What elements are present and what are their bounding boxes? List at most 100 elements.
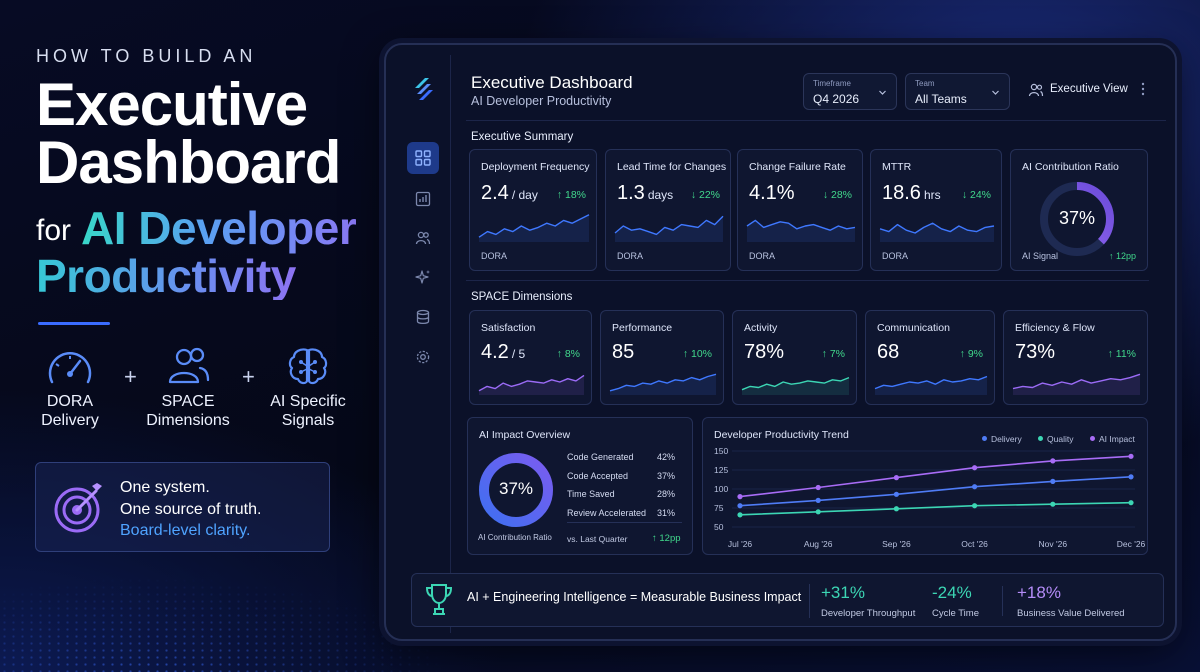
kpi-delta: ↑ 18%: [556, 189, 586, 201]
pillar-space-line1: SPACE: [161, 393, 215, 410]
space-card[interactable]: Activity 78% ↑ 7%: [732, 310, 857, 405]
kpi-sparkline: [879, 222, 995, 242]
card-line2: One source of truth.: [120, 501, 262, 518]
kpi-card[interactable]: Deployment Frequency 2.4/ day ↑ 18% DORA: [469, 149, 597, 271]
banner-divider: [1002, 586, 1003, 616]
y-tick-label: 125: [714, 465, 728, 475]
sidebar-item-ai[interactable]: [407, 261, 439, 293]
card-line3: Board-level clarity.: [120, 522, 251, 539]
ai-impact-rows: Code Generated 42% Code Accepted 37% Time Sa…: [567, 452, 682, 532]
ai-impact-divider: [567, 522, 682, 523]
x-tick-label: Nov '26: [1039, 539, 1068, 549]
productivity-trend-card[interactable]: Developer Productivity Trend: [702, 417, 1148, 555]
timeframe-select[interactable]: Timeframe Q4 2026: [803, 73, 897, 110]
timeframe-label: Timeframe: [813, 79, 851, 88]
space-sparkline: [609, 373, 717, 395]
one-system-card: One system. One source of truth. Board-l…: [35, 462, 330, 552]
impact-row: Code Generated 42%: [567, 452, 675, 462]
trend-chart: 50 75 100 125 150 Jul '26 Aug '26 Sep '26 Oct '2…: [714, 446, 1146, 549]
sidebar-item-analytics[interactable]: [407, 183, 439, 215]
space-sparkline: [1012, 373, 1141, 395]
compare-delta: ↑ 12pp: [652, 533, 681, 544]
y-tick-label: 100: [714, 484, 728, 494]
sidebar-item-teams[interactable]: [407, 222, 439, 254]
kpi-card[interactable]: Lead Time for Changes 1.3 days ↓ 22% DORA: [605, 149, 731, 271]
space-title: Communication: [877, 322, 950, 334]
sidebar-item-data[interactable]: [407, 301, 439, 333]
dashboard-title: Executive Dashboard: [471, 73, 633, 92]
team-select[interactable]: Team All Teams: [905, 73, 1010, 110]
data-point: [815, 484, 821, 491]
impact-row: Time Saved 28%: [567, 489, 675, 499]
banner-text: AI + Engineering Intelligence = Measurab…: [467, 590, 802, 604]
dashboard-subtitle: AI Developer Productivity: [471, 94, 612, 108]
space-card[interactable]: Communication 68 ↑ 9%: [865, 310, 995, 405]
impact-row-value: 31%: [657, 507, 676, 518]
kpi-delta: ↓ 24%: [961, 189, 991, 201]
executive-view-button[interactable]: Executive View: [1050, 83, 1128, 95]
dashboard-grid-icon: [415, 150, 431, 166]
chart-icon: [415, 191, 431, 207]
header-divider: [466, 120, 1166, 121]
chevron-down-icon: [879, 90, 886, 95]
space-title: SPACE Dimensions: [471, 291, 573, 303]
ai-ratio-delta: ↑ 12pp: [1108, 251, 1136, 261]
series-line-ai-impact: [739, 455, 1132, 498]
data-point: [893, 491, 899, 497]
team-label: Team: [915, 79, 935, 88]
dashboard-screen: Executive Dashboard AI Developer Product…: [386, 45, 1179, 643]
banner-divider: [809, 584, 810, 618]
stat-throughput-value: +31%: [821, 583, 865, 602]
exec-summary-title: Executive Summary: [471, 131, 574, 143]
impact-row: Review Accelerated 31%: [567, 507, 675, 518]
impact-row-label: Code Accepted: [567, 470, 629, 481]
data-point: [815, 497, 821, 503]
data-point: [737, 503, 743, 509]
more-vertical-icon[interactable]: [1140, 81, 1146, 97]
users-icon: [415, 231, 431, 245]
space-value: 4.2/ 5: [481, 341, 526, 363]
space-card[interactable]: Performance 85 ↑ 10%: [600, 310, 724, 405]
pillar-dora-line1: DORA: [46, 393, 94, 410]
data-point: [1050, 501, 1056, 507]
series-line-delivery: [739, 476, 1132, 507]
y-tick-label: 50: [714, 522, 724, 532]
ai-contribution-card[interactable]: AI Contribution Ratio 37% AI Signal ↑ 12…: [1010, 149, 1148, 271]
stat-cycle-value: -24%: [932, 583, 972, 602]
kpi-card[interactable]: MTTR 18.6 hrs ↓ 24% DORA: [870, 149, 1002, 271]
kpi-footer: DORA: [617, 251, 644, 261]
impact-row-label: Review Accelerated: [567, 507, 647, 518]
database-icon: [416, 309, 430, 325]
impact-banner: AI + Engineering Intelligence = Measurab…: [411, 573, 1164, 627]
hero-for: for: [36, 214, 72, 247]
space-card[interactable]: Efficiency & Flow 73% ↑ 11%: [1003, 310, 1148, 405]
sidebar-item-settings[interactable]: [407, 341, 439, 373]
kpi-card[interactable]: Change Failure Rate 4.1% ↓ 28% DORA: [737, 149, 863, 271]
impact-row-label: Code Generated: [567, 452, 634, 462]
section-divider: [466, 280, 1149, 281]
sidebar-item-dashboard[interactable]: [407, 142, 439, 174]
data-point: [972, 503, 978, 509]
space-title: Efficiency & Flow: [1015, 322, 1095, 334]
space-delta: ↑ 10%: [682, 348, 712, 360]
ai-impact-card[interactable]: AI Impact Overview 37% AI Contribution R…: [467, 417, 693, 555]
data-point: [1128, 474, 1134, 480]
kpi-title: Lead Time for Changes: [617, 161, 727, 173]
pillar-space: SPACE Dimensions: [138, 344, 238, 430]
ai-ratio-title: AI Contribution Ratio: [1022, 161, 1119, 173]
kpi-value: 1.3 days: [617, 182, 674, 204]
stat-cycle-time: -24% Cycle Time: [932, 583, 979, 619]
ai-impact-title: AI Impact Overview: [479, 429, 571, 441]
stat-business-value: +18% Business Value Delivered: [1017, 583, 1125, 619]
stat-business-value-value: +18%: [1017, 583, 1061, 602]
space-card[interactable]: Satisfaction 4.2/ 5 ↑ 8%: [469, 310, 592, 405]
y-tick-label: 150: [714, 446, 728, 456]
kpi-value: 2.4/ day: [481, 182, 538, 204]
kpi-title: Change Failure Rate: [749, 161, 846, 173]
kpi-sparkline: [746, 219, 856, 242]
impact-row-label: Time Saved: [567, 489, 615, 499]
space-delta: ↑ 9%: [959, 348, 983, 360]
data-point: [1050, 478, 1056, 484]
stat-throughput-label: Developer Throughput: [821, 608, 916, 619]
x-tick-label: Sep '26: [882, 539, 911, 549]
